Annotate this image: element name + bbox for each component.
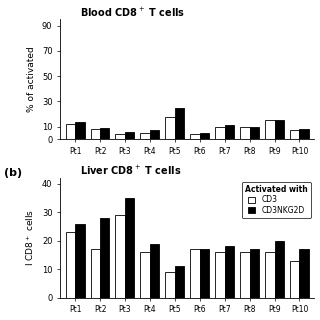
Bar <box>250 127 259 139</box>
Bar <box>300 129 309 139</box>
Bar <box>100 218 109 298</box>
Bar <box>140 133 150 139</box>
Bar <box>275 120 284 139</box>
Bar <box>225 125 234 139</box>
Bar <box>150 244 159 298</box>
Text: Blood CD8$^+$ T cells: Blood CD8$^+$ T cells <box>80 5 186 19</box>
Bar <box>200 249 209 298</box>
Bar <box>175 108 184 139</box>
Bar <box>215 252 225 298</box>
Bar <box>140 252 150 298</box>
Bar <box>190 249 200 298</box>
Bar <box>290 130 300 139</box>
Bar <box>165 116 175 139</box>
Bar <box>265 120 275 139</box>
Bar <box>190 134 200 139</box>
Y-axis label: I CD8$^+$ cells: I CD8$^+$ cells <box>25 209 36 267</box>
Bar <box>125 132 134 139</box>
Legend: CD3, CD3NKG2D: CD3, CD3NKG2D <box>242 182 311 218</box>
Bar <box>240 127 250 139</box>
Y-axis label: % of activated: % of activated <box>27 46 36 112</box>
Bar <box>175 267 184 298</box>
Bar <box>66 124 75 139</box>
Bar <box>100 128 109 139</box>
Bar <box>215 127 225 139</box>
Bar <box>225 246 234 298</box>
Bar <box>240 252 250 298</box>
Bar <box>75 122 84 139</box>
Bar <box>150 130 159 139</box>
Text: (b): (b) <box>4 168 22 179</box>
Bar <box>116 134 125 139</box>
Bar <box>75 224 84 298</box>
Bar <box>300 249 309 298</box>
Bar <box>91 129 100 139</box>
Text: Liver CD8$^+$ T cells: Liver CD8$^+$ T cells <box>80 164 182 177</box>
Bar <box>265 252 275 298</box>
Bar <box>116 215 125 298</box>
Bar <box>66 232 75 298</box>
Bar <box>250 249 259 298</box>
Bar <box>125 198 134 298</box>
Bar <box>200 133 209 139</box>
Bar <box>290 261 300 298</box>
Bar <box>275 241 284 298</box>
Bar <box>165 272 175 298</box>
Bar <box>91 249 100 298</box>
